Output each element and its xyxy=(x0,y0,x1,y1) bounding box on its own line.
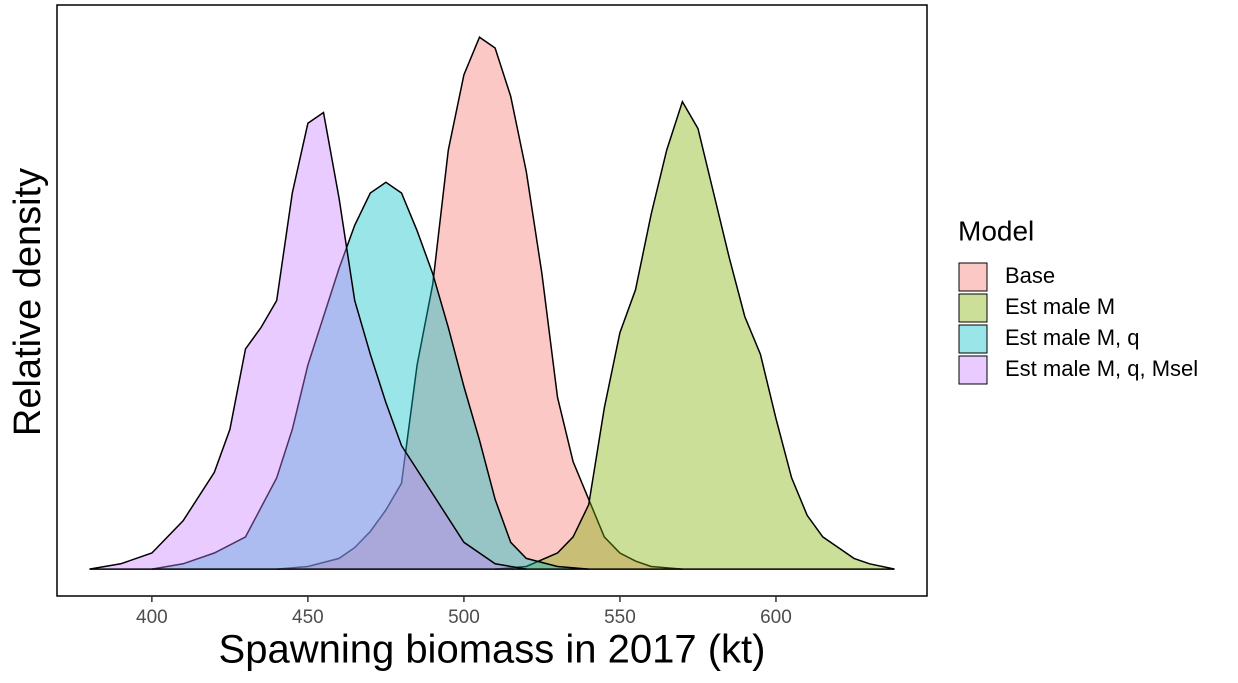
legend-label: Est male M, q, Msel xyxy=(1005,356,1198,381)
density-line xyxy=(276,36,683,570)
x-tick-label: 400 xyxy=(136,607,168,628)
legend-label: Est male M, q xyxy=(1005,325,1139,350)
density-line xyxy=(151,181,589,570)
x-tick-label: 600 xyxy=(760,607,792,628)
plot-border xyxy=(56,4,928,597)
density-area xyxy=(89,112,527,570)
x-tick-label: 450 xyxy=(292,607,324,628)
x-axis-label: Spawning biomass in 2017 (kt) xyxy=(219,628,766,672)
legend-title: Model xyxy=(958,215,1034,246)
legend-label: Est male M xyxy=(1005,294,1115,319)
legend-key xyxy=(958,293,988,323)
legend-key xyxy=(958,355,988,385)
density-area xyxy=(151,182,589,570)
y-axis-label: Relative density xyxy=(7,168,49,436)
legend-key xyxy=(958,262,988,292)
x-tick-label: 550 xyxy=(604,607,636,628)
legend-label: Base xyxy=(1005,263,1055,288)
density-area xyxy=(495,101,895,570)
legend-key xyxy=(958,324,988,354)
density-line xyxy=(495,99,895,570)
x-tick-label: 500 xyxy=(448,607,480,628)
density-area xyxy=(276,37,683,570)
density-line xyxy=(89,111,527,570)
